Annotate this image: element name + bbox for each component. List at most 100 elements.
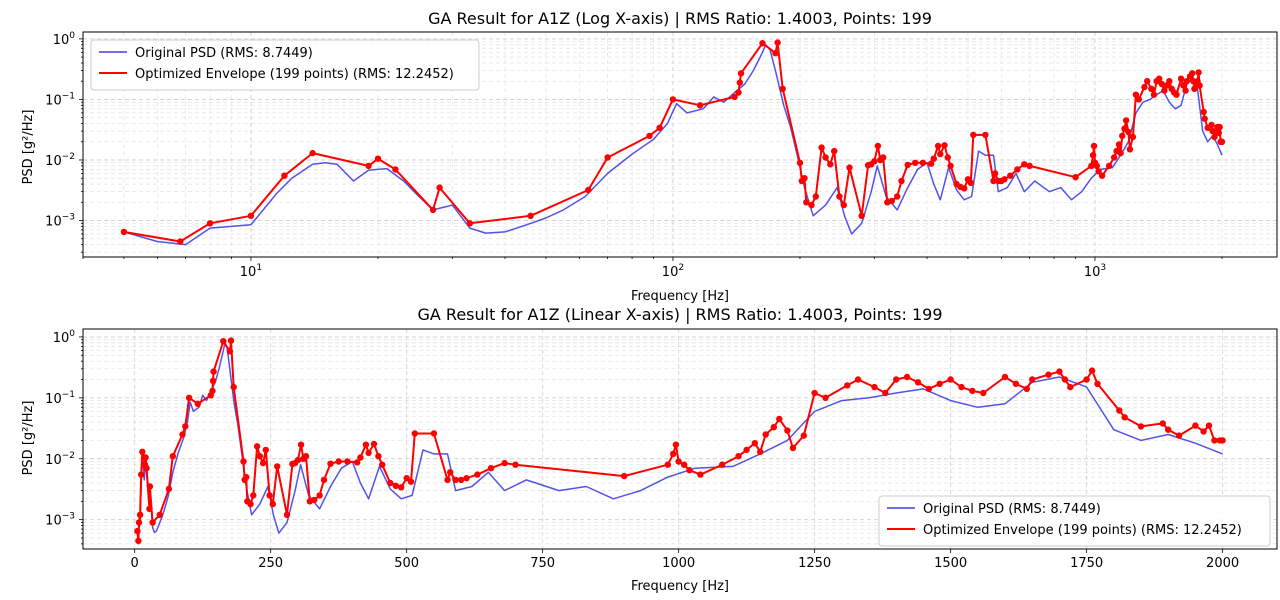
envelope-point bbox=[840, 201, 847, 209]
envelope-point bbox=[1098, 172, 1106, 179]
envelope-point bbox=[487, 465, 495, 472]
envelope-point bbox=[269, 500, 276, 508]
legend-label-original: Original PSD (RMS: 8.7449) bbox=[923, 502, 1101, 517]
envelope-point bbox=[1014, 166, 1021, 173]
envelope-point bbox=[903, 373, 911, 381]
envelope-point bbox=[604, 154, 611, 161]
envelope-point bbox=[374, 155, 382, 162]
envelope-point bbox=[527, 212, 534, 219]
envelope-point bbox=[250, 492, 257, 499]
envelope-point bbox=[247, 212, 255, 219]
envelope-point bbox=[134, 527, 141, 535]
envelope-point bbox=[474, 471, 481, 478]
envelope-point bbox=[874, 142, 882, 150]
envelope-point bbox=[1001, 373, 1009, 381]
envelope-point bbox=[1061, 376, 1069, 383]
envelope-point bbox=[297, 441, 305, 448]
envelope-point bbox=[854, 376, 862, 383]
envelope-point bbox=[142, 454, 149, 461]
envelope-point bbox=[1219, 437, 1226, 444]
envelope-point bbox=[316, 492, 323, 499]
envelope-point bbox=[209, 387, 216, 395]
envelope-point bbox=[139, 448, 146, 455]
envelope-point bbox=[803, 199, 810, 206]
envelope-point bbox=[871, 158, 878, 165]
envelope-point bbox=[731, 93, 738, 101]
envelope-point bbox=[179, 431, 186, 438]
envelope-point bbox=[846, 164, 853, 171]
linear-x-panel: GA Result for A1Z (Linear X-axis) | RMS … bbox=[21, 305, 1278, 594]
x-axis-label-linear: Frequency [Hz] bbox=[631, 579, 729, 594]
envelope-point bbox=[1137, 423, 1145, 430]
envelope-point bbox=[585, 186, 592, 194]
envelope-point bbox=[904, 161, 911, 169]
envelope-point bbox=[800, 432, 807, 439]
envelope-point bbox=[796, 159, 804, 166]
envelope-point bbox=[430, 430, 438, 437]
envelope-point bbox=[135, 537, 142, 544]
envelope-point bbox=[206, 220, 214, 227]
envelope-point bbox=[737, 70, 745, 77]
envelope-point bbox=[1166, 78, 1173, 85]
envelope-point bbox=[370, 440, 378, 448]
chart-title-log: GA Result for A1Z (Log X-axis) | RMS Rat… bbox=[428, 9, 932, 28]
envelope-point bbox=[311, 496, 318, 504]
envelope-point bbox=[1089, 152, 1097, 159]
optimized-envelope-line bbox=[136, 339, 1223, 542]
envelope-point bbox=[1007, 172, 1014, 179]
envelope-point bbox=[209, 377, 217, 385]
envelope-point bbox=[512, 461, 519, 468]
envelope-point bbox=[941, 142, 948, 149]
envelope-point bbox=[302, 453, 310, 460]
envelope-point bbox=[880, 154, 887, 161]
envelope-point bbox=[1088, 367, 1096, 374]
envelope-point bbox=[1001, 176, 1008, 183]
envelope-point bbox=[1208, 121, 1215, 129]
envelope-point bbox=[1173, 91, 1180, 98]
envelope-point bbox=[736, 79, 743, 86]
envelope-point bbox=[501, 459, 508, 467]
envelope-point bbox=[335, 458, 342, 465]
envelope-point bbox=[1211, 133, 1218, 141]
envelope-point bbox=[937, 150, 944, 158]
envelope-point bbox=[146, 505, 153, 513]
envelope-point bbox=[1126, 146, 1134, 153]
envelope-point bbox=[930, 155, 937, 162]
envelope-point bbox=[327, 460, 334, 467]
envelope-point bbox=[779, 85, 786, 93]
envelope-point bbox=[1205, 422, 1213, 429]
envelope-point bbox=[1023, 385, 1030, 393]
y-tick-label: 10−2 bbox=[45, 451, 75, 468]
plot-frame bbox=[82, 328, 1278, 550]
envelope-point bbox=[256, 453, 263, 460]
x-tick-label: 1750 bbox=[1070, 556, 1103, 571]
envelope-point bbox=[1090, 142, 1098, 150]
x-tick-label: 1000 bbox=[662, 556, 695, 571]
envelope-point bbox=[751, 440, 758, 447]
envelope-point bbox=[210, 368, 217, 375]
envelope-point bbox=[243, 473, 250, 481]
envelope-point bbox=[136, 511, 144, 518]
y-axis-label-log: PSD [g²/Hz] bbox=[21, 110, 36, 185]
chart-title-linear: GA Result for A1Z (Linear X-axis) | RMS … bbox=[417, 305, 942, 324]
envelope-point bbox=[266, 492, 273, 499]
envelope-point bbox=[969, 387, 976, 395]
envelope-point bbox=[646, 132, 653, 140]
envelope-point bbox=[697, 471, 704, 478]
envelope-point bbox=[947, 162, 954, 170]
y-axis-label-linear: PSD [g²/Hz] bbox=[21, 401, 36, 476]
envelope-point bbox=[888, 197, 895, 205]
envelope-point bbox=[1209, 127, 1216, 135]
envelope-point bbox=[789, 444, 797, 452]
envelope-point bbox=[925, 385, 933, 393]
envelope-point bbox=[1141, 83, 1148, 91]
y-tick-label: 10−3 bbox=[45, 512, 75, 529]
envelope-point bbox=[1175, 432, 1183, 439]
x-tick-label: 102 bbox=[662, 263, 684, 280]
envelope-point bbox=[452, 476, 459, 484]
envelope-point bbox=[990, 177, 997, 185]
envelope-point bbox=[1026, 162, 1033, 170]
envelope-point bbox=[735, 89, 742, 96]
envelope-point bbox=[1129, 133, 1137, 141]
axes-log: 10−3 10−2 10−1 100 101 102 103 bbox=[45, 31, 1278, 280]
